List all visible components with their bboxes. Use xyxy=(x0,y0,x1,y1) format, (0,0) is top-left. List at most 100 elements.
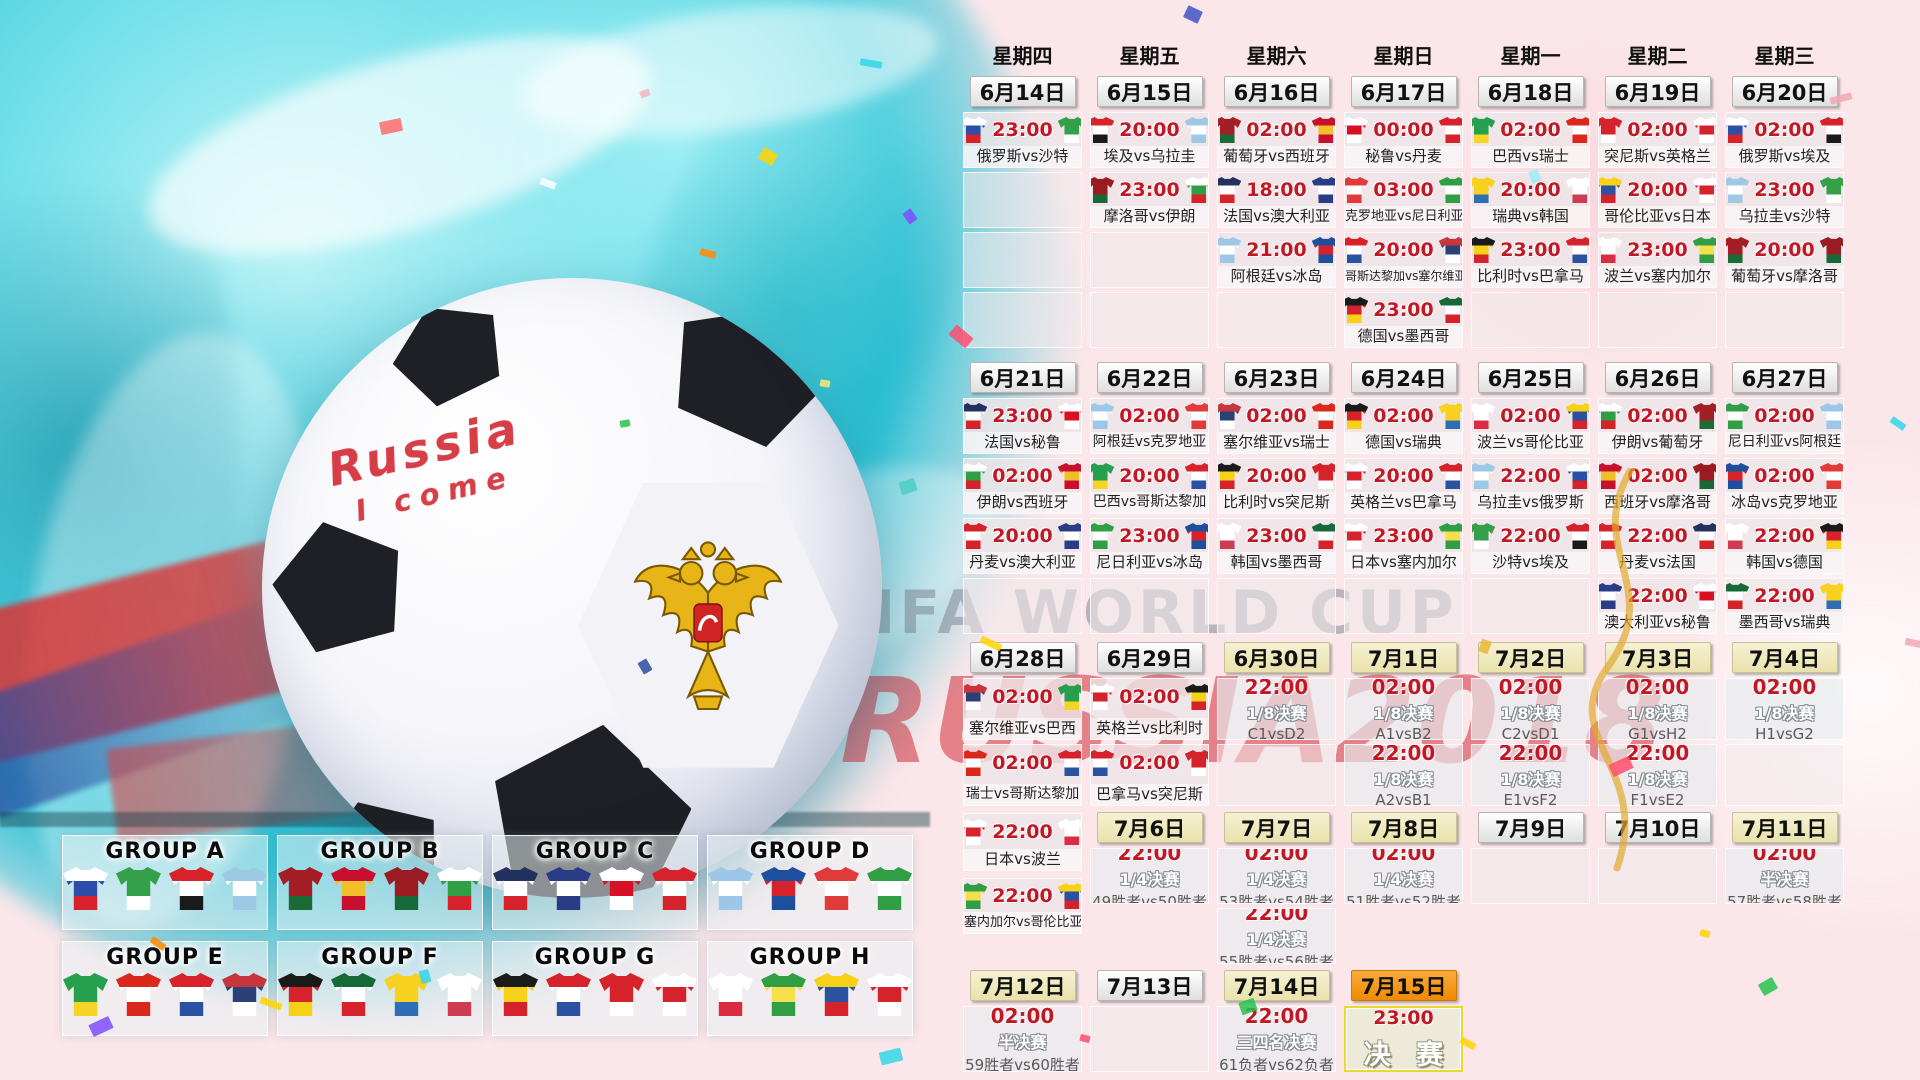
德国-jersey-icon xyxy=(1819,523,1843,549)
date-button[interactable]: 6月16日 xyxy=(1223,76,1330,107)
date-button[interactable]: 7月2日 xyxy=(1477,642,1584,673)
match-cell: 23:00 德国vs墨西哥 xyxy=(1344,292,1463,348)
match-row: 02:00 xyxy=(1472,114,1589,146)
match-label: 日本vs塞内加尔 xyxy=(1345,552,1462,573)
group-panel-h: GROUP H xyxy=(707,941,913,1036)
date-button[interactable]: 7月13日 xyxy=(1096,970,1203,1001)
date-button[interactable]: 6月23日 xyxy=(1223,362,1330,393)
match-time: 02:00 xyxy=(1754,465,1815,487)
match-row: 02:00 xyxy=(1345,400,1462,432)
match-cell: 18:00 法国vs澳大利亚 xyxy=(1217,172,1336,228)
摩洛哥-jersey-icon xyxy=(1692,463,1716,489)
date-button[interactable]: 7月11日 xyxy=(1731,812,1838,843)
date-button[interactable]: 7月1日 xyxy=(1350,642,1457,673)
date-button[interactable]: 6月17日 xyxy=(1350,76,1457,107)
match-row: 02:00 xyxy=(1218,114,1335,146)
俄罗斯-jersey-icon xyxy=(1726,117,1750,143)
match-time: 22:00 xyxy=(1244,1006,1309,1028)
date-button[interactable]: 6月26日 xyxy=(1604,362,1711,393)
西班牙-jersey-icon xyxy=(1311,117,1335,143)
date-button[interactable]: 6月19日 xyxy=(1604,76,1711,107)
date-button[interactable]: 6月22日 xyxy=(1096,362,1203,393)
韩国-jersey-icon xyxy=(1565,177,1589,203)
match-row: 20:00 xyxy=(1599,174,1716,206)
date-button[interactable]: 7月7日 xyxy=(1223,812,1330,843)
乌拉圭-jersey-icon xyxy=(1472,463,1496,489)
date-button[interactable]: 6月27日 xyxy=(1731,362,1838,393)
克罗地亚-jersey-icon xyxy=(1184,403,1208,429)
克罗地亚-jersey-icon xyxy=(1819,463,1843,489)
date-button[interactable]: 6月25日 xyxy=(1477,362,1584,393)
group-title: GROUP H xyxy=(749,945,871,970)
match-row: 23:00 xyxy=(1472,234,1589,266)
match-cell: 22:00 韩国vs德国 xyxy=(1725,518,1844,574)
date-button[interactable]: 6月30日 xyxy=(1223,642,1330,673)
match-row: 23:00 xyxy=(964,400,1081,432)
match-time: 02:00 xyxy=(1627,465,1688,487)
俄罗斯-jersey-icon xyxy=(63,867,108,910)
沙特-jersey-icon xyxy=(1472,523,1496,549)
伊朗-jersey-icon xyxy=(964,463,988,489)
date-button[interactable]: 6月14日 xyxy=(969,76,1076,107)
date-button[interactable]: 7月8日 xyxy=(1350,812,1457,843)
date-button[interactable]: 7月6日 xyxy=(1096,812,1203,843)
match-time: 02:00 xyxy=(1373,405,1434,427)
pairing-label: F1vsE2 xyxy=(1630,791,1685,806)
match-cell: 02:00 伊朗vs葡萄牙 xyxy=(1598,398,1717,454)
knockout-cell: 02:00 1/8决赛 G1vsH2 xyxy=(1598,678,1717,740)
group-jerseys xyxy=(493,973,697,1016)
摩洛哥-jersey-icon xyxy=(384,867,429,910)
法国-jersey-icon xyxy=(493,867,538,910)
stage-label: 1/4决赛 xyxy=(1246,929,1307,949)
date-button[interactable]: 6月29日 xyxy=(1096,642,1203,673)
日本-jersey-icon xyxy=(1692,177,1716,203)
match-time: 02:00 xyxy=(1244,848,1309,865)
澳大利亚-jersey-icon xyxy=(546,867,591,910)
乌拉圭-jersey-icon xyxy=(1184,117,1208,143)
ball-patch xyxy=(377,283,518,416)
巴西-jersey-icon xyxy=(1091,463,1115,489)
ball-patch xyxy=(651,278,846,459)
date-button[interactable]: 7月4日 xyxy=(1731,642,1838,673)
match-cell: 20:00 丹麦vs澳大利亚 xyxy=(963,518,1082,574)
date-button[interactable]: 6月15日 xyxy=(1096,76,1203,107)
match-label: 葡萄牙vs摩洛哥 xyxy=(1726,266,1843,287)
match-time: 02:00 xyxy=(992,686,1053,708)
match-label: 塞内加尔vs哥伦比亚 xyxy=(964,912,1081,933)
match-cell: 23:00 尼日利亚vs冰岛 xyxy=(1090,518,1209,574)
date-button[interactable]: 6月24日 xyxy=(1350,362,1457,393)
empty-cell xyxy=(1725,292,1844,348)
date-button[interactable]: 7月15日 xyxy=(1350,970,1457,1001)
法国-jersey-icon xyxy=(1218,177,1242,203)
match-time: 20:00 xyxy=(1500,179,1561,201)
俄罗斯-jersey-icon xyxy=(964,117,988,143)
match-label: 瑞士vs哥斯达黎加 xyxy=(964,784,1081,805)
match-row: 02:00 xyxy=(964,680,1081,714)
date-button[interactable]: 7月12日 xyxy=(969,970,1076,1001)
week-block: 6月28日 6月29日 6月30日 7月1日 7月2日 7月3日 7月4日 02:00 塞尔维亚… xyxy=(963,642,1844,806)
哥伦比亚-jersey-icon xyxy=(1057,883,1081,909)
match-row: 02:00 xyxy=(1218,400,1335,432)
date-button[interactable]: 6月28日 xyxy=(969,642,1076,673)
埃及-jersey-icon xyxy=(1091,117,1115,143)
match-time: 18:00 xyxy=(1246,179,1307,201)
葡萄牙-jersey-icon xyxy=(1218,117,1242,143)
哥斯达黎加-jersey-icon xyxy=(1057,750,1081,776)
group-panel-b: GROUP B xyxy=(277,835,483,930)
丹麦-jersey-icon xyxy=(652,867,697,910)
match-time: 22:00 xyxy=(992,885,1053,907)
match-row: 23:00 xyxy=(1599,234,1716,266)
date-button[interactable]: 6月18日 xyxy=(1477,76,1584,107)
knockout-cell: 02:00 1/8决赛 H1vsG2 xyxy=(1725,678,1844,740)
match-time: 23:00 xyxy=(1373,1006,1434,1029)
match-label: 丹麦vs法国 xyxy=(1599,552,1716,573)
date-button[interactable]: 7月9日 xyxy=(1477,812,1584,843)
match-cell: 22:00 墨西哥vs瑞典 xyxy=(1725,578,1844,634)
德国-jersey-icon xyxy=(1345,403,1369,429)
match-label: 瑞典vs韩国 xyxy=(1472,206,1589,227)
date-button[interactable]: 6月21日 xyxy=(969,362,1076,393)
match-label: 巴拿马vs突尼斯 xyxy=(1091,784,1208,805)
摩洛哥-jersey-icon xyxy=(1091,177,1115,203)
date-button[interactable]: 7月14日 xyxy=(1223,970,1330,1001)
date-button[interactable]: 6月20日 xyxy=(1731,76,1838,107)
